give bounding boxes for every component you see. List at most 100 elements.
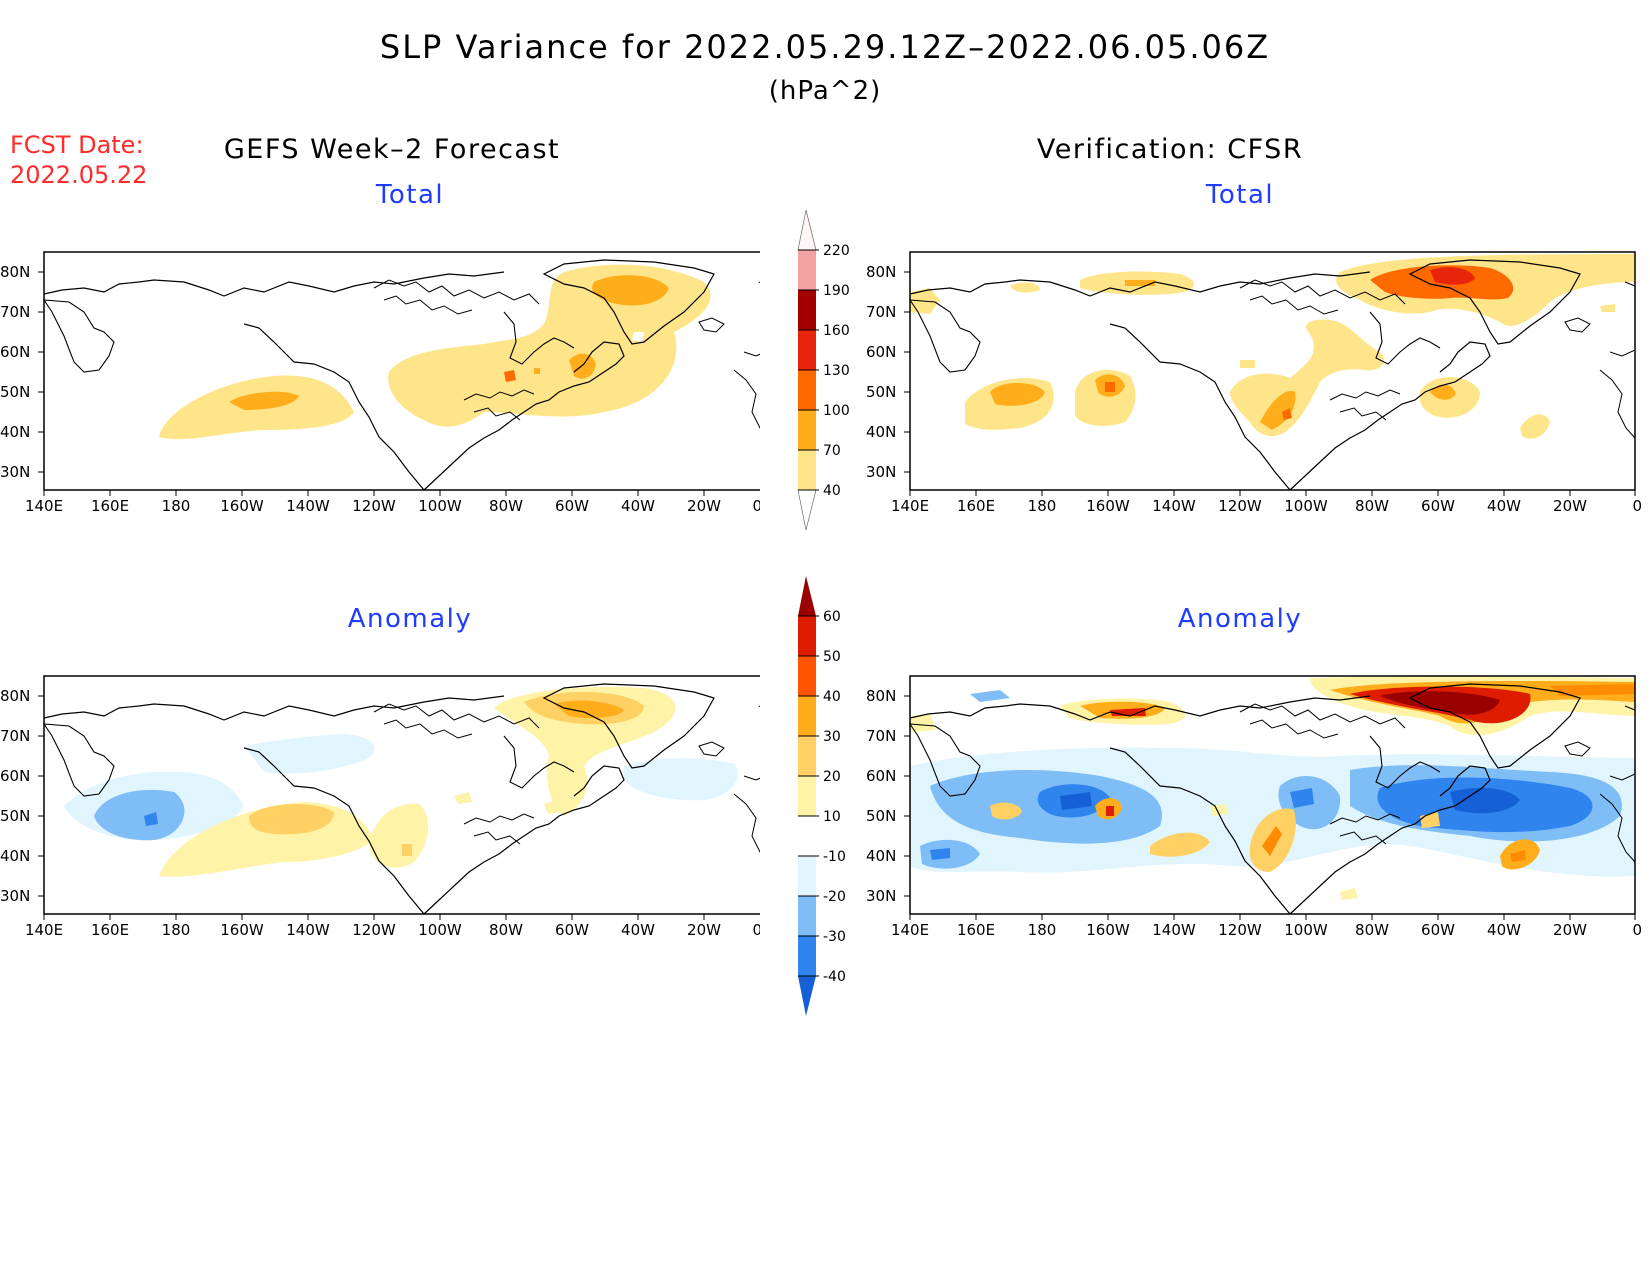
lon-label-0: 0	[752, 497, 760, 515]
panel-title-forecast-anomaly: Anomaly	[347, 604, 473, 634]
colorbar-anomaly-label: -40	[823, 969, 846, 985]
lon-label-20w: 20W	[687, 497, 721, 515]
lon-label-20w: 20W	[687, 921, 721, 939]
lat-label-70n: 70N	[866, 727, 896, 745]
lat-label-50n: 50N	[866, 383, 896, 401]
lon-label-100w: 100W	[418, 497, 462, 515]
lat-label-30n: 30N	[866, 463, 896, 481]
colorbar-total: 40 70 100 130 160 190 220	[797, 209, 850, 531]
lat-label-80n: 80N	[0, 263, 30, 281]
left-column-heading: GEFS Week–2 Forecast	[223, 134, 561, 165]
lon-label-0: 0	[1632, 921, 1642, 939]
lon-label-40w: 40W	[621, 497, 655, 515]
colorbar-total-label: 40	[823, 483, 841, 499]
colorbar-total-label: 190	[823, 283, 850, 299]
lon-label-160e: 160E	[957, 497, 995, 515]
lat-label-30n: 30N	[866, 887, 896, 905]
lat-label-40n: 40N	[866, 847, 896, 865]
lon-label-140e: 140E	[25, 497, 63, 515]
lon-label-140w: 140W	[1152, 921, 1196, 939]
lon-label-100w: 100W	[418, 921, 462, 939]
lon-label-160e: 160E	[957, 921, 995, 939]
lon-label-60w: 60W	[555, 497, 589, 515]
anomaly-field	[910, 676, 1635, 900]
map-verification-total: 80N 70N 60N 50N 40N 30N 140E 160E 180 16…	[866, 251, 1642, 515]
colorbar-anomaly-label: 10	[823, 809, 841, 825]
lon-label-0: 0	[1632, 497, 1642, 515]
colorbar-total-label: 130	[823, 363, 850, 379]
fcst-date-block: FCST Date: 2022.05.22	[10, 130, 147, 190]
lat-label-30n: 30N	[0, 463, 30, 481]
colorbar-anomaly: -40 -30 -20 -10 10 20 30 40 50 60	[798, 576, 846, 1016]
lon-label-120w: 120W	[352, 497, 396, 515]
lat-label-80n: 80N	[0, 687, 30, 705]
lat-label-50n: 50N	[0, 383, 30, 401]
lon-label-140w: 140W	[286, 921, 330, 939]
colorbar-total-label: 220	[823, 243, 850, 259]
colorbar-anomaly-label: 30	[823, 729, 841, 745]
lon-label-140e: 140E	[891, 921, 929, 939]
lon-label-80w: 80W	[1355, 921, 1389, 939]
lat-label-70n: 70N	[0, 303, 30, 321]
lon-label-160e: 160E	[91, 497, 129, 515]
lat-label-60n: 60N	[866, 343, 896, 361]
lat-label-60n: 60N	[866, 767, 896, 785]
lon-label-60w: 60W	[1421, 921, 1455, 939]
right-column-heading: Verification: CFSR	[1036, 134, 1304, 165]
lat-label-50n: 50N	[866, 807, 896, 825]
lat-label-70n: 70N	[866, 303, 896, 321]
lat-label-40n: 40N	[0, 423, 30, 441]
lon-label-120w: 120W	[352, 921, 396, 939]
map-forecast-total: 80N 70N 60N 50N 40N 30N 140E 160E 180 16…	[0, 251, 760, 515]
lon-label-140w: 140W	[1152, 497, 1196, 515]
lon-label-160w: 160W	[1086, 921, 1130, 939]
panel-title-verification-total: Total	[1205, 180, 1275, 210]
lon-label-20w: 20W	[1553, 497, 1587, 515]
lon-label-180: 180	[1028, 497, 1057, 515]
panel-title-verification-anomaly: Anomaly	[1177, 604, 1303, 634]
lon-label-100w: 100W	[1284, 497, 1328, 515]
colorbar-anomaly-label: 50	[823, 649, 841, 665]
lon-label-80w: 80W	[489, 497, 523, 515]
lon-label-60w: 60W	[555, 921, 589, 939]
lon-label-100w: 100W	[1284, 921, 1328, 939]
lon-label-120w: 120W	[1218, 921, 1262, 939]
anomaly-field	[64, 686, 738, 877]
lat-label-60n: 60N	[0, 343, 30, 361]
colorbar-anomaly-label: 40	[823, 689, 841, 705]
lon-label-140e: 140E	[891, 497, 929, 515]
lon-label-40w: 40W	[621, 921, 655, 939]
lon-label-180: 180	[162, 921, 191, 939]
lon-label-60w: 60W	[1421, 497, 1455, 515]
lon-label-160w: 160W	[220, 497, 264, 515]
lat-label-60n: 60N	[0, 767, 30, 785]
lat-label-40n: 40N	[866, 423, 896, 441]
lat-label-80n: 80N	[866, 687, 896, 705]
colorbar-anomaly-label: 20	[823, 769, 841, 785]
lon-label-180: 180	[162, 497, 191, 515]
lon-label-180: 180	[1028, 921, 1057, 939]
lon-label-40w: 40W	[1487, 497, 1521, 515]
lon-label-160e: 160E	[91, 921, 129, 939]
lat-label-80n: 80N	[866, 263, 896, 281]
lon-label-120w: 120W	[1218, 497, 1262, 515]
colorbar-total-label: 70	[823, 443, 841, 459]
colorbar-total-label: 100	[823, 403, 850, 419]
map-verification-anomaly: 80N 70N 60N 50N 40N 30N 140E 160E 180 16…	[866, 675, 1642, 939]
units-label: (hPa^2)	[768, 76, 882, 106]
colorbar-anomaly-label: -10	[823, 849, 846, 865]
lon-label-80w: 80W	[489, 921, 523, 939]
lon-label-0: 0	[752, 921, 760, 939]
lon-label-140e: 140E	[25, 921, 63, 939]
fcst-date-label: FCST Date:	[10, 131, 144, 159]
lon-ticks	[43, 490, 705, 496]
lon-label-160w: 160W	[220, 921, 264, 939]
lon-label-40w: 40W	[1487, 921, 1521, 939]
lat-label-70n: 70N	[0, 727, 30, 745]
fcst-date-value: 2022.05.22	[10, 161, 148, 189]
variance-field	[910, 254, 1635, 439]
lat-ticks	[38, 271, 44, 473]
colorbar-anomaly-label: -20	[823, 889, 846, 905]
lon-label-20w: 20W	[1553, 921, 1587, 939]
colorbar-anomaly-label: -30	[823, 929, 846, 945]
